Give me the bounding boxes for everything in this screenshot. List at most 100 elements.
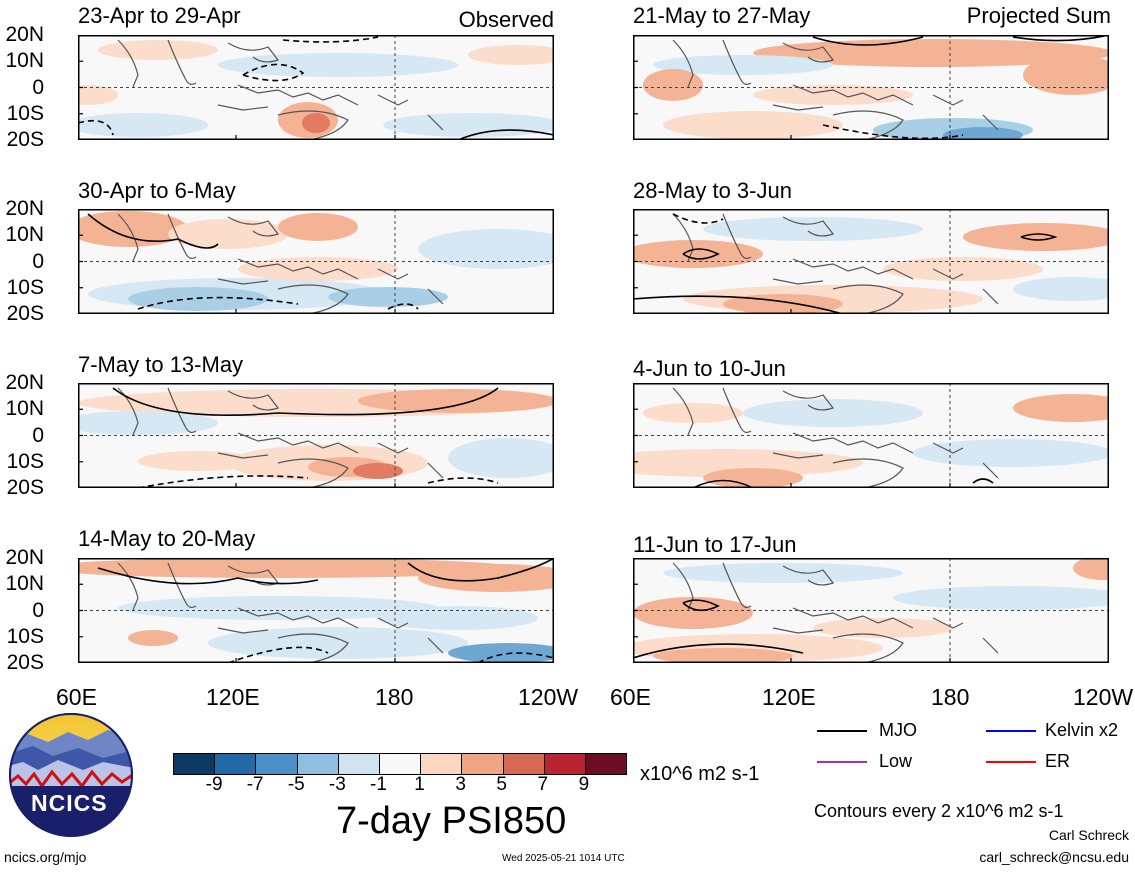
mjo-contour bbox=[137, 475, 309, 488]
author-name: Carl Schreck bbox=[1048, 827, 1129, 843]
anomaly-region bbox=[238, 257, 398, 281]
colorbar-tick: -3 bbox=[328, 774, 346, 795]
footer-url[interactable]: ncics.org/mjo bbox=[4, 849, 87, 865]
anomaly-region bbox=[653, 55, 833, 75]
mjo-contour bbox=[682, 599, 720, 612]
anomaly-region bbox=[893, 586, 1109, 610]
coastline bbox=[377, 268, 409, 280]
lat-tick-label: 10N bbox=[5, 223, 44, 247]
mjo-contour bbox=[457, 129, 554, 140]
coastline bbox=[672, 39, 694, 88]
panel-label-projected: Projected Sum bbox=[966, 3, 1111, 28]
mjo-contour bbox=[137, 296, 299, 310]
coastline bbox=[982, 637, 999, 654]
colorbar-tick: 9 bbox=[578, 774, 590, 795]
mjo-contour bbox=[1012, 35, 1109, 42]
colorbar-swatch bbox=[543, 754, 585, 774]
lat-tick-label: 10S bbox=[6, 624, 44, 648]
coastline bbox=[217, 452, 269, 459]
panel-title-left-1: 23-Apr to 29-Apr bbox=[78, 3, 241, 28]
anomaly-region bbox=[358, 389, 554, 413]
psi850-map-observed-4 bbox=[78, 558, 554, 663]
psi850-map-projected-4 bbox=[633, 558, 1109, 663]
lat-tick-label: 20N bbox=[5, 23, 44, 46]
anomaly-region bbox=[383, 113, 554, 137]
footer-timestamp: Wed 2025-05-21 1014 UTC bbox=[502, 853, 625, 864]
anomaly-region bbox=[653, 648, 793, 663]
lat-tick-label: 10S bbox=[6, 449, 44, 473]
mjo-contour bbox=[78, 119, 114, 136]
colorbar bbox=[173, 753, 627, 775]
anomaly-region bbox=[943, 127, 1023, 140]
anomaly-region bbox=[278, 213, 358, 241]
lat-tick-label: 20N bbox=[5, 371, 44, 394]
anomaly-region bbox=[218, 53, 458, 77]
coastline bbox=[227, 216, 279, 237]
coastline bbox=[782, 390, 834, 411]
lat-tick-label: 10S bbox=[6, 275, 44, 299]
coastline bbox=[832, 110, 904, 140]
legend-swatch-mjo bbox=[817, 730, 867, 732]
legend-swatch-er bbox=[986, 761, 1036, 763]
coastline bbox=[117, 213, 139, 262]
colorbar-tick: 5 bbox=[496, 774, 507, 795]
colorbar-units: x10^6 m2 s-1 bbox=[640, 763, 760, 785]
anomaly-region bbox=[78, 211, 188, 247]
colorbar-swatch bbox=[255, 754, 297, 774]
colorbar-tick: 3 bbox=[455, 774, 466, 795]
coastline bbox=[722, 387, 752, 434]
coastline bbox=[117, 39, 139, 88]
coastline bbox=[377, 442, 409, 454]
colorbar-tick: 1 bbox=[414, 774, 425, 795]
coastline bbox=[722, 562, 752, 609]
contour-note: Contours every 2 x10^6 m2 s-1 bbox=[814, 801, 1064, 821]
anomaly-region bbox=[448, 438, 554, 478]
legend-label-kelvin: Kelvin x2 bbox=[1045, 720, 1119, 740]
panel-label-observed: Observed bbox=[458, 7, 554, 32]
lat-tick-label: 20S bbox=[6, 302, 44, 325]
lat-tick-label: 20S bbox=[6, 128, 44, 151]
mjo-contour bbox=[812, 36, 924, 46]
colorbar-tick: -7 bbox=[246, 774, 264, 795]
lon-tick-left-120w: 120W bbox=[518, 684, 579, 710]
anomaly-region bbox=[302, 113, 330, 133]
anomaly-region bbox=[633, 240, 763, 268]
coastline bbox=[117, 387, 139, 436]
legend-swatch-kelvin bbox=[986, 730, 1036, 732]
panel-title-right-4: 11-Jun to 17-Jun bbox=[633, 532, 797, 557]
psi850-map-observed-3 bbox=[78, 383, 554, 488]
coastline bbox=[932, 268, 964, 280]
colorbar-swatch bbox=[174, 754, 215, 774]
anomaly-region bbox=[633, 597, 753, 629]
ncics-logo bbox=[9, 713, 133, 837]
anomaly-region bbox=[753, 39, 1109, 67]
coastline bbox=[932, 94, 964, 106]
anomaly-region bbox=[418, 229, 554, 269]
coastline bbox=[832, 284, 904, 314]
coastline bbox=[427, 114, 444, 131]
colorbar-swatch bbox=[461, 754, 503, 774]
psi850-map-projected-2 bbox=[633, 209, 1109, 314]
coastline bbox=[982, 288, 999, 305]
mjo-contour bbox=[672, 213, 724, 224]
panel-title-left-2: 30-Apr to 6-May bbox=[78, 178, 236, 203]
lon-tick-left-120e: 120E bbox=[206, 684, 260, 710]
anomaly-region bbox=[98, 40, 218, 60]
lon-tick-right-180: 180 bbox=[931, 684, 970, 710]
coastline bbox=[117, 562, 139, 611]
anomaly-region bbox=[883, 257, 1043, 281]
colorbar-swatch bbox=[378, 754, 421, 774]
coastline bbox=[932, 442, 964, 454]
anomaly-region bbox=[1073, 558, 1109, 580]
coastline bbox=[277, 458, 349, 488]
anomaly-region bbox=[963, 223, 1109, 251]
mjo-contour bbox=[822, 124, 964, 140]
colorbar-tick: -5 bbox=[287, 774, 305, 795]
anomaly-region bbox=[468, 45, 554, 65]
mjo-contour bbox=[97, 567, 319, 585]
mjo-contour bbox=[682, 248, 720, 260]
legend-label-mjo: MJO bbox=[879, 720, 917, 740]
anomaly-region bbox=[663, 111, 843, 139]
coastline bbox=[772, 104, 824, 111]
panel-title-left-4: 14-May to 20-May bbox=[78, 526, 256, 551]
